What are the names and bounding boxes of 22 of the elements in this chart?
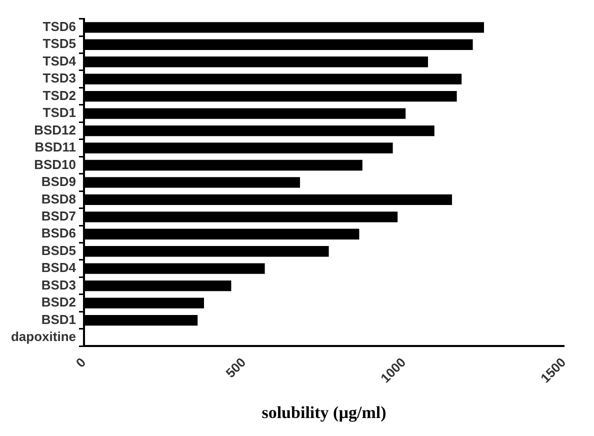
y-tick-label: dapoxitine [10,329,76,344]
y-tick-label: TSD5 [42,36,76,52]
y-tick-label: BSD11 [34,140,76,155]
y-tick-label: BSD3 [41,277,76,292]
y-tick-label: TSD4 [42,53,77,68]
y-tick-label: BSD5 [41,242,76,258]
y-tick-label: BSD7 [41,208,76,224]
y-tick-label: BSD6 [41,226,76,241]
x-tick-label: 0 [72,354,89,370]
y-tick-label: BSD9 [41,174,76,190]
y-tick-label: BSD10 [34,156,76,172]
x-axis-title: solubility (µg/ml) [262,403,386,422]
y-tick-label: TSD2 [42,88,76,103]
y-tick-label: TSD1 [42,105,76,120]
y-tick-label: BSD2 [41,294,76,310]
y-tick-label: TSD3 [42,70,76,86]
y-tick-label: BSD4 [41,260,77,276]
y-tick-label: TSD6 [42,18,76,34]
y-tick-label: BSD8 [41,191,76,206]
y-tick-label: BSD12 [34,122,76,138]
y-tick-label: BSD1 [41,312,76,327]
x-tick-label: 500 [222,354,249,381]
